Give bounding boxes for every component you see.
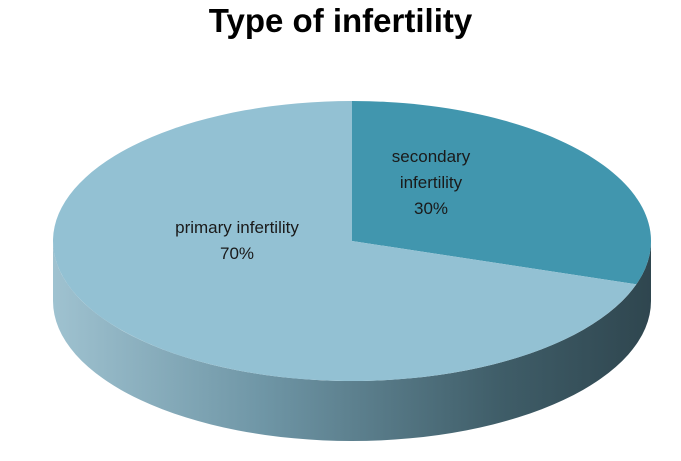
pie-slice-secondary-infertility [352, 101, 651, 285]
slice-label-primary-infertility: primary infertility 70% [175, 218, 299, 263]
chart-title: Type of infertility [208, 2, 473, 39]
pie-side-wall [53, 241, 651, 441]
slice-label-secondary-infertility: secondary infertility 30% [392, 147, 471, 218]
pie-slice-primary-infertility [53, 101, 637, 382]
pie-side-surface [53, 241, 651, 441]
